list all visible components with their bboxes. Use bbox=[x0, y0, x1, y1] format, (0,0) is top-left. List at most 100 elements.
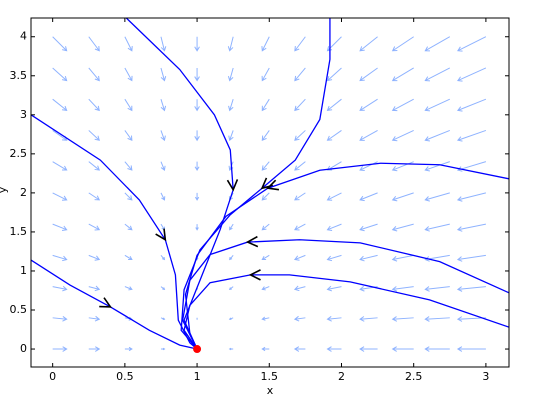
x-tick-label: 3 bbox=[482, 370, 489, 383]
field-arrow bbox=[359, 67, 378, 82]
field-arrow bbox=[124, 161, 133, 171]
field-arrow bbox=[326, 67, 342, 82]
field-arrow bbox=[52, 67, 68, 82]
field-arrow bbox=[391, 67, 414, 82]
field-arrow bbox=[160, 130, 166, 142]
field-arrow bbox=[261, 98, 270, 112]
field-arrow bbox=[424, 98, 450, 112]
field-arrow bbox=[294, 36, 306, 52]
field-arrow bbox=[326, 223, 342, 231]
field-arrow bbox=[228, 99, 234, 112]
field-arrow bbox=[88, 223, 101, 231]
trajectory-arrowhead bbox=[245, 235, 259, 248]
x-axis-label: x bbox=[267, 384, 274, 397]
field-arrow bbox=[391, 129, 414, 142]
y-tick-label: 1.5 bbox=[10, 225, 28, 238]
field-arrow bbox=[194, 130, 200, 142]
field-arrow bbox=[195, 224, 199, 231]
field-arrow bbox=[424, 316, 450, 322]
field-arrow bbox=[194, 192, 200, 201]
field-arrow bbox=[456, 98, 487, 112]
field-arrow bbox=[424, 192, 450, 202]
field-arrow bbox=[124, 286, 133, 291]
field-arrow bbox=[326, 98, 342, 112]
field-arrow bbox=[261, 130, 270, 142]
field-arrow bbox=[294, 223, 306, 231]
equilibrium-point bbox=[193, 345, 202, 354]
y-tick-label: 0.5 bbox=[10, 303, 28, 316]
field-arrow bbox=[160, 255, 166, 261]
y-tick-label: 0 bbox=[20, 342, 27, 355]
field-arrow bbox=[391, 161, 414, 172]
field-arrow bbox=[294, 130, 306, 141]
field-arrow bbox=[326, 316, 342, 322]
field-arrow bbox=[293, 285, 306, 292]
field-arrow bbox=[293, 254, 306, 261]
field-arrow bbox=[88, 67, 100, 82]
field-arrow bbox=[293, 346, 306, 352]
field-arrow bbox=[52, 254, 68, 262]
field-arrow bbox=[359, 161, 378, 171]
field-arrow bbox=[456, 254, 486, 262]
field-arrow bbox=[160, 99, 167, 112]
y-tick-label: 1 bbox=[20, 264, 27, 277]
field-arrow bbox=[228, 347, 234, 351]
field-arrow bbox=[88, 192, 101, 201]
field-arrow bbox=[52, 161, 68, 171]
field-arrow bbox=[160, 161, 166, 171]
field-arrow bbox=[227, 67, 234, 82]
field-arrow bbox=[261, 192, 270, 201]
field-arrow bbox=[391, 36, 414, 52]
field-arrow bbox=[124, 67, 133, 82]
field-arrow bbox=[194, 36, 200, 52]
field-arrow bbox=[294, 67, 306, 82]
field-arrow bbox=[261, 316, 270, 321]
y-tick-label: 3 bbox=[20, 108, 27, 121]
field-arrow bbox=[424, 36, 451, 52]
field-arrow bbox=[424, 223, 450, 232]
field-arrow bbox=[359, 254, 378, 262]
field-arrow bbox=[391, 346, 414, 352]
field-arrow bbox=[52, 98, 68, 112]
field-arrow bbox=[194, 67, 200, 82]
trajectory-arrowhead bbox=[248, 269, 261, 281]
field-arrow bbox=[124, 98, 133, 112]
field-arrow bbox=[88, 254, 101, 261]
field-arrow bbox=[124, 130, 133, 142]
trajectory-arrowhead bbox=[226, 179, 239, 192]
trajectory-arrowhead bbox=[99, 297, 112, 308]
field-arrow bbox=[160, 347, 166, 351]
field-arrow bbox=[293, 315, 306, 322]
field-arrow bbox=[261, 67, 270, 82]
field-arrow bbox=[391, 192, 414, 202]
field-arrow bbox=[359, 36, 378, 52]
field-arrow bbox=[160, 317, 166, 320]
field-arrow bbox=[456, 346, 486, 352]
field-arrow bbox=[391, 98, 414, 112]
field-arrow bbox=[456, 161, 487, 172]
field-arrow bbox=[88, 285, 101, 292]
field-arrow bbox=[261, 254, 270, 261]
field-arrow bbox=[52, 192, 68, 201]
y-tick-label: 2.5 bbox=[10, 147, 28, 160]
field-arrow bbox=[457, 67, 487, 82]
field-arrow bbox=[229, 223, 234, 231]
field-arrow bbox=[456, 192, 487, 202]
field-arrow bbox=[261, 223, 270, 231]
field-arrow bbox=[261, 286, 270, 291]
y-tick-label: 3.5 bbox=[10, 69, 28, 82]
field-arrow bbox=[456, 286, 486, 292]
field-arrow bbox=[261, 36, 270, 52]
trajectory-arrowhead bbox=[266, 179, 280, 191]
field-arrow bbox=[294, 192, 306, 201]
field-arrow bbox=[424, 346, 450, 352]
field-arrow bbox=[457, 36, 487, 52]
field-arrow bbox=[88, 315, 101, 322]
field-arrow bbox=[326, 130, 342, 141]
field-arrow bbox=[124, 223, 133, 231]
field-arrow bbox=[359, 192, 378, 202]
field-arrow bbox=[424, 67, 451, 82]
field-arrow bbox=[88, 346, 101, 352]
